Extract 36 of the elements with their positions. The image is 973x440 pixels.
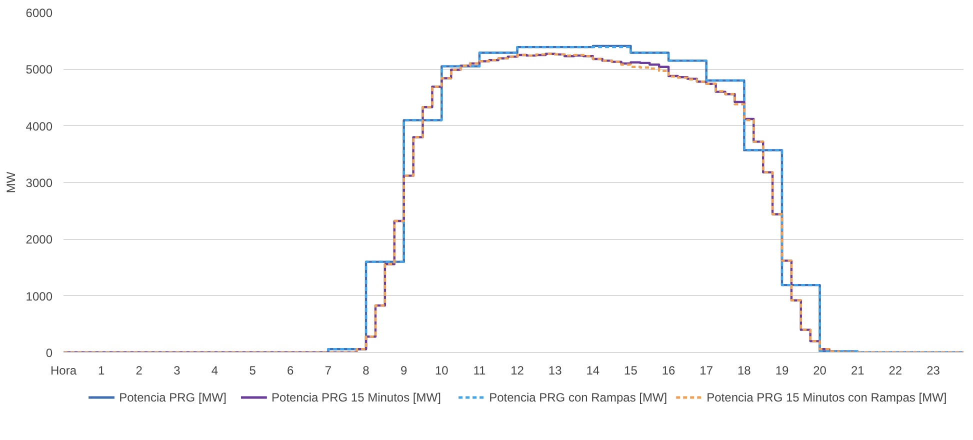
x-tick-label: Hora [50,364,77,378]
x-tick-label: 15 [624,364,638,378]
x-tick-label: 8 [362,364,370,378]
x-tick-label: 6 [287,364,294,378]
y-tick-label: 2000 [26,232,53,247]
x-tick-label: 21 [850,364,865,378]
x-tick-label: 22 [888,364,902,378]
y-tick-label: 4000 [26,119,53,134]
y-axis-title: MW [4,171,18,194]
y-tick-label: 0 [46,346,53,360]
x-tick-label: 20 [813,364,827,378]
x-tick-label: 19 [775,364,789,378]
x-tick-label: 10 [434,364,449,378]
y-tick-label: 5000 [26,62,53,77]
x-tick-label: 4 [211,364,218,378]
y-tick-label: 6000 [26,6,53,20]
x-tick-label: 5 [249,364,256,378]
x-tick-label: 16 [662,364,676,378]
legend-label: Potencia PRG 15 Minutos con Rampas [MW] [706,390,947,404]
x-tick-label: 14 [586,364,600,378]
x-tick-label: 7 [324,364,332,378]
y-tick-label: 1000 [26,289,53,304]
x-tick-label: 2 [136,364,143,378]
y-tick-label: 3000 [26,176,53,190]
x-tick-label: 11 [473,364,486,378]
x-tick-label: 1 [98,364,105,378]
x-tick-label: 12 [510,364,524,378]
x-tick-label: 23 [926,364,940,378]
legend-label: Potencia PRG [MW] [119,390,226,404]
x-tick-label: 3 [174,364,181,378]
x-tick-label: 9 [400,364,408,378]
x-tick-label: 17 [700,364,714,378]
legend-label: Potencia PRG con Rampas [MW] [489,390,668,404]
legend-label: Potencia PRG 15 Minutos [MW] [272,390,441,404]
x-tick-label: 18 [738,364,752,378]
x-tick-label: 13 [548,364,562,378]
